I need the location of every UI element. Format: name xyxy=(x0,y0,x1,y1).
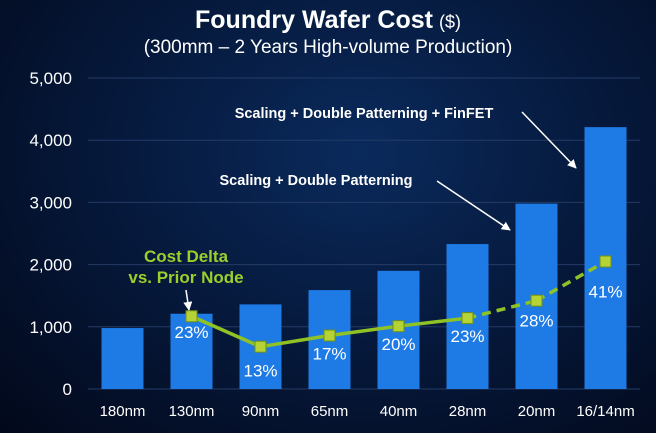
delta-point xyxy=(323,329,336,342)
chart-title: Foundry Wafer Cost ($) xyxy=(0,6,656,35)
y-tick-label: 1,000 xyxy=(29,318,72,337)
delta-label: 23% xyxy=(174,323,208,342)
x-tick-label: 65nm xyxy=(311,403,349,420)
delta-point xyxy=(461,312,474,325)
chart-title-unit: ($) xyxy=(438,12,461,32)
delta-point xyxy=(185,310,198,323)
delta-label: 28% xyxy=(519,312,553,331)
x-tick-label: 40nm xyxy=(380,403,418,420)
delta-point xyxy=(254,340,267,353)
annotation-cost-delta: Cost Delta xyxy=(144,247,229,266)
bar xyxy=(170,313,213,389)
bar xyxy=(101,328,144,389)
delta-label: 17% xyxy=(312,345,346,364)
delta-point xyxy=(392,320,405,333)
arrow-to-first-delta xyxy=(183,289,193,311)
annotation-double-patterning: Scaling + Double Patterning xyxy=(220,173,413,189)
x-tick-label: 20nm xyxy=(518,403,556,420)
delta-point xyxy=(599,255,612,268)
delta-line-segment xyxy=(260,333,330,349)
chart-subtitle: (300mm – 2 Years High-volume Production) xyxy=(143,37,513,58)
delta-point xyxy=(530,294,543,307)
y-tick-label: 5,000 xyxy=(29,69,72,88)
delta-label: 13% xyxy=(243,362,277,381)
delta-label: 20% xyxy=(381,335,415,354)
annotation-finfet: Scaling + Double Patterning + FinFET xyxy=(235,106,494,122)
chart-title-text: Foundry Wafer Cost xyxy=(195,6,433,34)
y-tick-label: 3,000 xyxy=(29,193,72,212)
delta-line-segment xyxy=(329,324,399,338)
delta-label: 41% xyxy=(588,282,622,301)
x-tick-label: 90nm xyxy=(242,403,280,420)
delta-line-segment xyxy=(190,314,262,349)
y-tick-label: 0 xyxy=(63,380,72,399)
annotation-prior-node: vs. Prior Node xyxy=(128,268,243,287)
arrow-to-16-14nm xyxy=(521,111,577,169)
x-tick-label: 130nm xyxy=(169,403,215,420)
delta-line-segment-dashed xyxy=(535,259,607,303)
delta-label: 23% xyxy=(450,327,484,346)
x-tick-label: 180nm xyxy=(100,403,146,420)
x-tick-label: 28nm xyxy=(449,403,487,420)
delta-line-segment xyxy=(398,316,468,328)
y-tick-label: 2,000 xyxy=(29,256,72,275)
y-tick-label: 4,000 xyxy=(29,131,72,150)
arrow-to-20nm xyxy=(436,180,511,231)
x-tick-label: 16/14nm xyxy=(576,403,634,420)
delta-line-segment-dashed xyxy=(467,298,537,320)
